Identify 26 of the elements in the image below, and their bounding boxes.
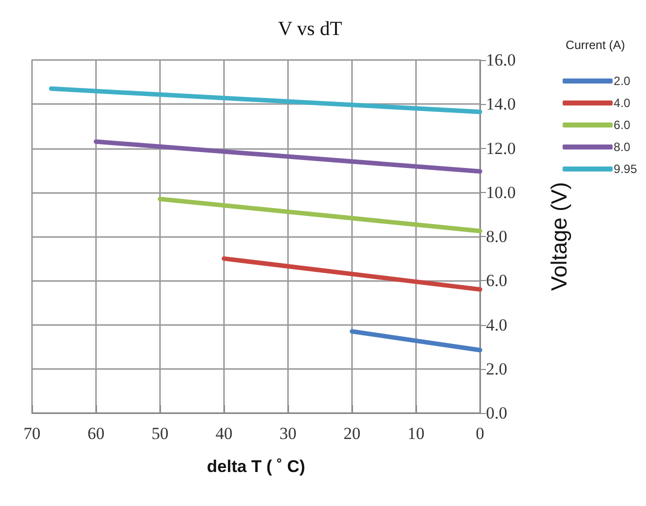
y-axis-title: Voltage (V) bbox=[546, 182, 572, 291]
x-tick-label: 30 bbox=[280, 424, 296, 443]
y-tick-label: 10.0 bbox=[486, 182, 516, 202]
legend-label: 6.0 bbox=[614, 118, 631, 132]
y-tick-label: 6.0 bbox=[486, 271, 508, 290]
y-tick-label: 16.0 bbox=[486, 50, 516, 70]
chart-title: V vs dT bbox=[278, 18, 342, 40]
x-tick-label: 70 bbox=[24, 424, 40, 443]
y-tick-label: 2.0 bbox=[486, 359, 508, 378]
x-tick-label: 10 bbox=[408, 424, 424, 443]
legend-label: 4.0 bbox=[614, 96, 631, 110]
legend-label: 9.95 bbox=[614, 162, 638, 176]
x-tick-label: 20 bbox=[344, 424, 360, 443]
y-tick-label: 4.0 bbox=[486, 315, 508, 334]
y-tick-label: 0.0 bbox=[486, 404, 508, 422]
legend-label: 2.0 bbox=[614, 74, 631, 88]
x-tick-label: 0 bbox=[476, 424, 484, 443]
x-tick-label: 60 bbox=[88, 424, 104, 443]
legend-label: 8.0 bbox=[614, 140, 631, 154]
y-tick-label: 14.0 bbox=[486, 94, 516, 114]
x-axis-title: delta T ( ˚ C) bbox=[206, 457, 306, 476]
x-tick-label: 40 bbox=[216, 424, 232, 443]
y-tick-label: 12.0 bbox=[486, 138, 516, 158]
x-tick-label: 50 bbox=[152, 424, 168, 443]
legend-title: Current (A) bbox=[566, 38, 626, 52]
y-tick-label: 8.0 bbox=[486, 227, 508, 246]
